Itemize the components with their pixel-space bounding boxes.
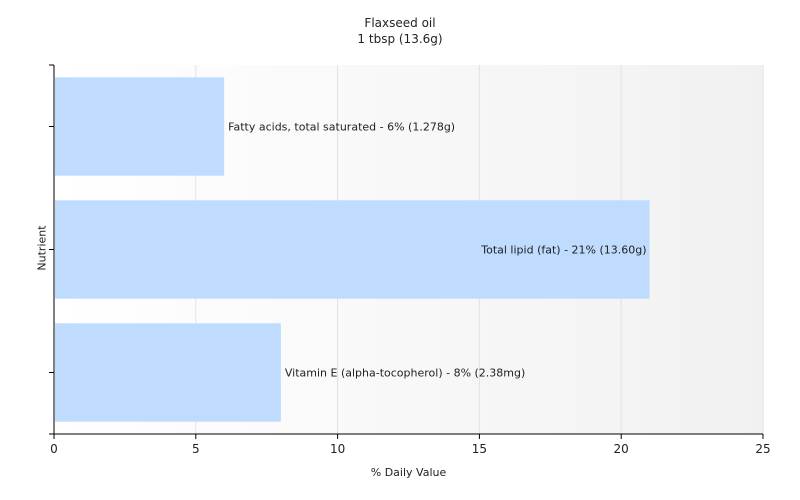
bar-label: Total lipid (fat) - 21% (13.60g): [480, 244, 646, 257]
x-tick-label: 20: [614, 442, 629, 456]
x-tick-label: 5: [192, 442, 200, 456]
x-tick-label: 10: [330, 442, 345, 456]
bar-label: Vitamin E (alpha-tocopherol) - 8% (2.38m…: [285, 367, 525, 380]
x-tick-label: 15: [472, 442, 487, 456]
bar: [55, 200, 650, 299]
chart-title: Flaxseed oil: [364, 16, 436, 30]
x-axis-label: % Daily Value: [370, 466, 447, 479]
x-tick-label: 0: [50, 442, 58, 456]
x-tick-label: 25: [755, 442, 770, 456]
bar: [55, 323, 281, 422]
y-axis-label: Nutrient: [35, 225, 49, 271]
chart-subtitle: 1 tbsp (13.6g): [357, 32, 443, 46]
bar-label: Fatty acids, total saturated - 6% (1.278…: [228, 121, 455, 134]
bar: [55, 77, 225, 176]
